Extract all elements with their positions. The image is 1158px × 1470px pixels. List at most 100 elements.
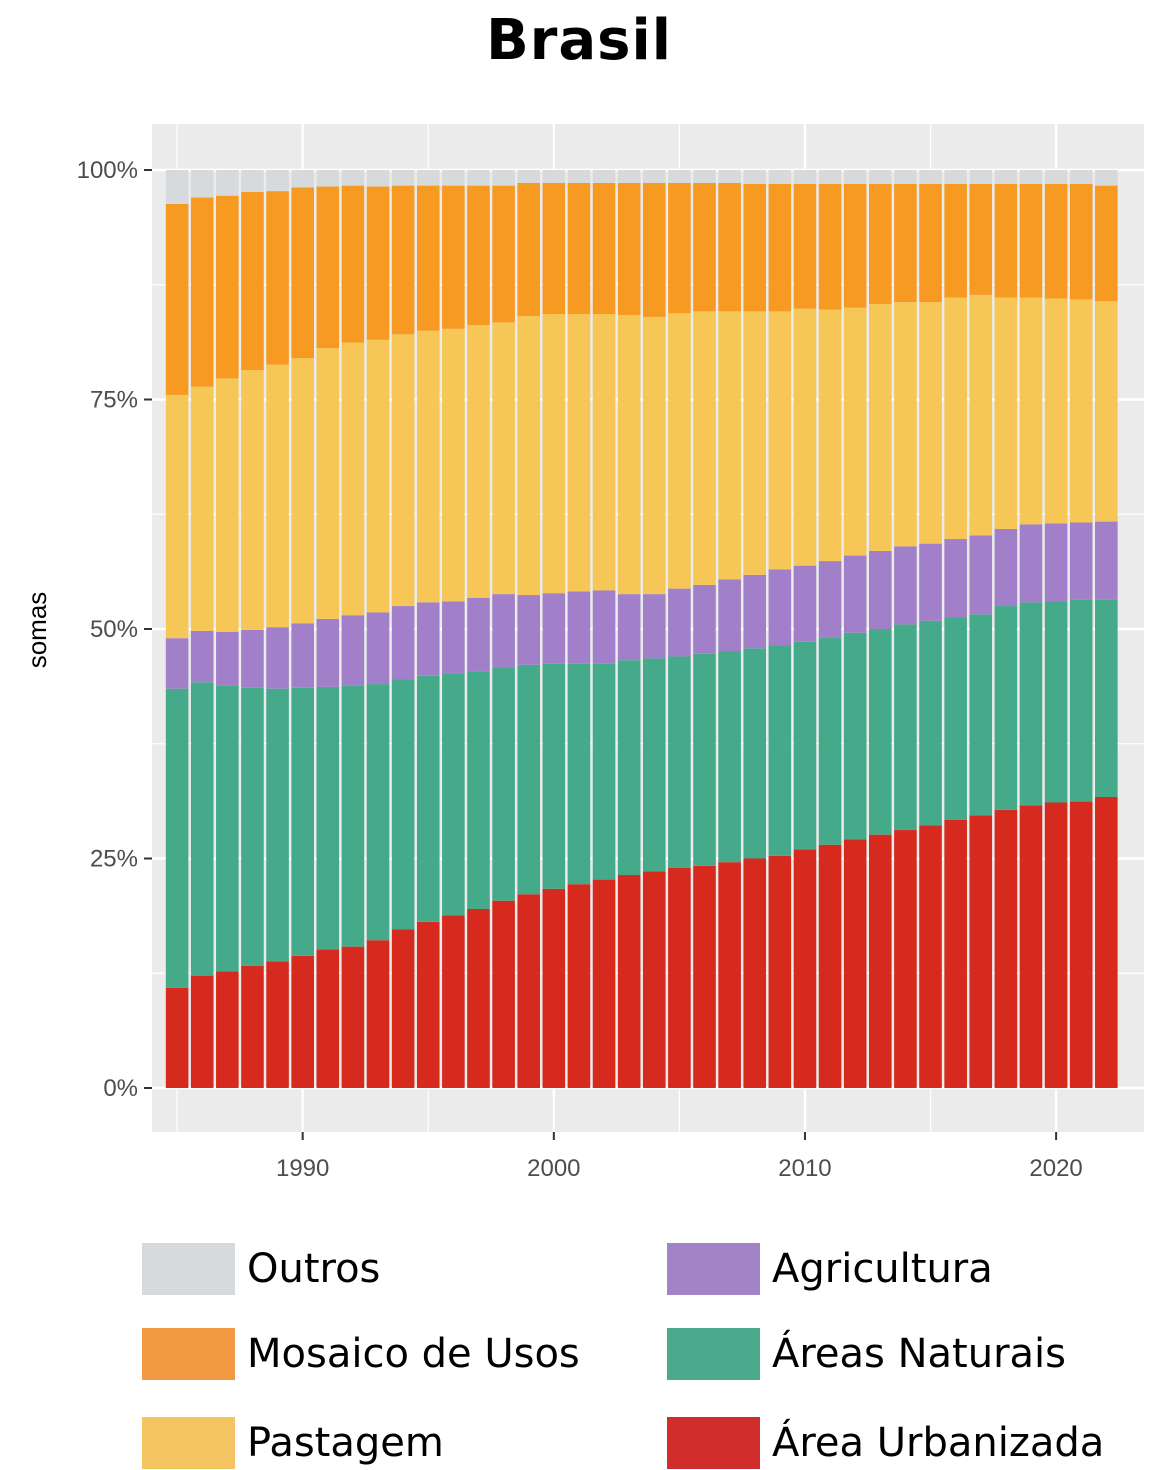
- bar-segment: [266, 627, 289, 689]
- bar-segment: [517, 595, 541, 665]
- bar-segment: [969, 294, 993, 536]
- axes: 0% 25% 50% 75% 100% 1990 2000 2010 2020: [77, 157, 1083, 1182]
- bar-segment: [592, 170, 616, 183]
- bar-segment: [366, 940, 390, 1088]
- bar-segment: [216, 378, 239, 632]
- bar-segment: [190, 682, 214, 977]
- bar-segment: [416, 602, 440, 676]
- bar-segment: [1044, 170, 1068, 184]
- bar-segment: [768, 311, 792, 570]
- bar-segment: [642, 170, 666, 183]
- x-tick-label: 2020: [1029, 1155, 1082, 1182]
- bar-segment: [894, 170, 917, 184]
- bar-segment: [592, 590, 616, 664]
- bar-segment: [241, 965, 264, 1088]
- bar-segment: [944, 819, 967, 1088]
- bar-segment: [492, 322, 515, 595]
- bar-segment: [165, 638, 189, 689]
- bar-segment: [467, 597, 490, 672]
- bar-segment: [843, 632, 867, 840]
- bar-segment: [492, 170, 515, 186]
- y-tick-label: 100%: [77, 157, 138, 184]
- bar-segment: [567, 314, 591, 592]
- bar-segment: [216, 195, 239, 379]
- bar-segment: [843, 170, 867, 184]
- bar-segment: [818, 183, 842, 310]
- bar-segment: [994, 297, 1018, 529]
- bar-segment: [366, 684, 390, 941]
- bar-segment: [919, 183, 942, 303]
- bar-segment: [1069, 183, 1093, 300]
- bar-segment: [668, 170, 691, 183]
- bar-segment: [994, 809, 1018, 1088]
- bar-segment: [391, 185, 415, 335]
- bar-segment: [718, 311, 741, 580]
- bar-segment: [894, 830, 917, 1088]
- bar-segment: [1019, 297, 1043, 525]
- bar-segment: [467, 908, 490, 1088]
- bar-segment: [366, 612, 390, 685]
- bar-segment: [642, 316, 666, 595]
- y-tick-label: 0%: [103, 1075, 138, 1102]
- bar-segment: [793, 183, 817, 309]
- bar-segment: [1069, 801, 1093, 1088]
- bar-segment: [416, 675, 440, 922]
- bar-segment: [718, 170, 741, 183]
- bar-segment: [617, 660, 641, 876]
- bar-segment: [642, 871, 666, 1088]
- bar-segment: [894, 624, 917, 831]
- bar-segment: [416, 170, 440, 186]
- bar-segment: [768, 170, 792, 184]
- bar-segment: [869, 304, 892, 551]
- bar-segment: [542, 888, 566, 1088]
- bar-segment: [316, 686, 340, 950]
- bar-segment: [919, 543, 942, 621]
- bar-segment: [894, 302, 917, 547]
- bar-segment: [517, 894, 541, 1088]
- bar-segment: [341, 185, 365, 343]
- bar-segment: [994, 170, 1018, 184]
- bar-segment: [1044, 523, 1068, 602]
- bar-segment: [1095, 796, 1118, 1088]
- bar-segment: [919, 302, 942, 544]
- bar-segment: [919, 170, 942, 184]
- bar-segment: [818, 170, 842, 184]
- bar-segment: [1095, 599, 1118, 797]
- bar-segment: [291, 687, 314, 956]
- bar-segment: [542, 314, 566, 594]
- bar-segment: [416, 185, 440, 331]
- bar-segment: [969, 614, 993, 816]
- bar-segment: [642, 182, 666, 317]
- bar-segment: [1019, 805, 1043, 1088]
- bar-segment: [743, 170, 767, 184]
- bar-segment: [617, 170, 641, 183]
- bar-segment: [542, 170, 566, 183]
- bar-segment: [818, 844, 842, 1088]
- bar-segment: [944, 183, 967, 298]
- bar-segment: [316, 170, 340, 187]
- bar-segment: [617, 315, 641, 595]
- bar-segment: [216, 631, 239, 686]
- bar-segment: [668, 313, 691, 589]
- bar-segment: [718, 862, 741, 1088]
- bar-segment: [190, 976, 214, 1088]
- bar-segment: [869, 170, 892, 184]
- bar-segment: [542, 593, 566, 664]
- bar-segment: [266, 191, 289, 365]
- bar-segment: [492, 667, 515, 901]
- bar-segment: [442, 185, 465, 329]
- bar-segment: [442, 601, 465, 674]
- bar-segment: [517, 315, 541, 596]
- bar-segment: [592, 879, 616, 1088]
- bar-segment: [542, 663, 566, 889]
- x-tick-label: 2000: [527, 1155, 580, 1182]
- bar-segment: [467, 325, 490, 598]
- bar-segment: [693, 584, 716, 654]
- bar-segment: [869, 183, 892, 305]
- bar-segment: [567, 170, 591, 183]
- bar-segment: [1095, 521, 1118, 600]
- bar-segment: [818, 637, 842, 845]
- bar-segment: [869, 550, 892, 629]
- bar-segment: [241, 687, 264, 966]
